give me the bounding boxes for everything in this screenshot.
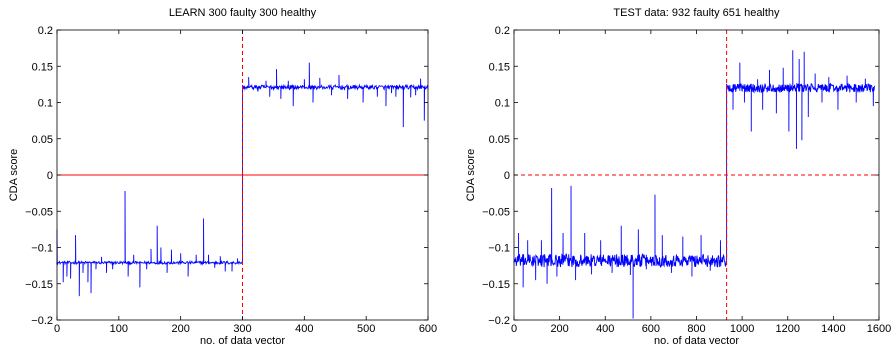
y-tick-label: −0.15 <box>25 279 53 291</box>
y-tick-label: 0.1 <box>38 98 53 110</box>
y-tick-label: −0.2 <box>31 315 53 327</box>
x-tick-label: 500 <box>357 323 375 335</box>
x-axis-label: no. of data vector <box>200 335 285 347</box>
y-tick-label: −0.15 <box>482 279 510 291</box>
chart-title: TEST data: 932 faulty 651 healthy <box>613 7 780 19</box>
x-tick-label: 1000 <box>730 323 754 335</box>
x-tick-label: 200 <box>171 323 189 335</box>
y-tick-label: 0.2 <box>495 25 510 37</box>
y-tick-label: 0 <box>47 170 53 182</box>
y-tick-label: −0.1 <box>31 243 53 255</box>
cda-score-series <box>513 50 875 319</box>
y-tick-label: 0.05 <box>489 134 510 146</box>
y-axis-label: CDA score <box>8 149 20 202</box>
test-plot: 0 200 400 600 800 1000 1200 1400 1600 −0.2 −0.15 −0… <box>465 7 891 347</box>
y-tick-label: 0.15 <box>489 61 510 73</box>
x-tick-label: 0 <box>54 323 60 335</box>
y-axis-label: CDA score <box>465 149 477 202</box>
x-tick-label: 600 <box>642 323 660 335</box>
y-tick-label: 0.1 <box>495 98 510 110</box>
y-tick-label: −0.1 <box>488 243 510 255</box>
x-tick-label: 400 <box>596 323 614 335</box>
x-tick-label: 800 <box>687 323 705 335</box>
y-tick-label: 0.05 <box>32 134 53 146</box>
y-tick-label: 0 <box>504 170 510 182</box>
x-tick-label: 100 <box>110 323 128 335</box>
y-tick-label: −0.05 <box>25 206 53 218</box>
chart-title: LEARN 300 faulty 300 healthy <box>169 7 317 19</box>
y-tick-label: −0.05 <box>482 206 510 218</box>
y-tick-label: 0.2 <box>38 25 53 37</box>
x-tick-label: 1400 <box>821 323 845 335</box>
x-tick-label: 400 <box>295 323 313 335</box>
x-tick-label: 300 <box>233 323 251 335</box>
x-tick-label: 1600 <box>867 323 891 335</box>
learn-plot: 0 100 200 300 400 500 600 −0.2 −0.15 −0.1 −0.05 0 0.… <box>8 7 437 347</box>
x-tick-label: 1200 <box>776 323 800 335</box>
cda-score-series <box>56 62 429 297</box>
x-tick-label: 200 <box>550 323 568 335</box>
x-tick-label: 0 <box>511 323 517 335</box>
x-axis-label: no. of data vector <box>654 335 739 347</box>
y-tick-label: 0.15 <box>32 61 53 73</box>
x-tick-label: 600 <box>419 323 437 335</box>
y-tick-label: −0.2 <box>488 315 510 327</box>
